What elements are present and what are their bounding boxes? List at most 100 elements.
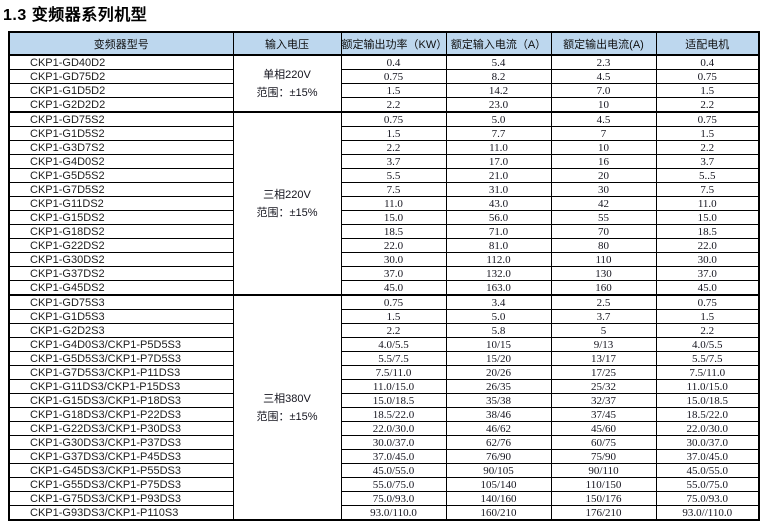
motor-cell: 11.0/15.0: [655, 379, 760, 394]
table-row: CKP1-G2D2S3 2.2 5.8 5 2.2: [8, 323, 760, 338]
output-power-cell: 15.0/18.5: [340, 393, 447, 408]
output-current-cell: 10: [550, 97, 657, 113]
output-power-cell: 4.0/5.5: [340, 337, 447, 352]
output-current-cell: 110: [550, 252, 657, 267]
table-row: CKP1-GD75S3 三相380V 范围：±15% 0.75 3.4 2.5 0.75: [8, 294, 760, 521]
header-input-current: 额定输入电流（A）: [445, 31, 552, 56]
output-current-cell: 9/13: [550, 337, 657, 352]
model-cell: CKP1-G5D5S2: [8, 168, 234, 183]
motor-cell: 15.0/18.5: [655, 393, 760, 408]
table-row: CKP1-G7D5S3/CKP1-P11DS3 7.5/11.0 20/26 17/2…: [8, 365, 760, 380]
output-current-cell: 160: [550, 280, 657, 296]
output-power-cell: 30.0: [340, 252, 447, 267]
motor-cell: 7.5/11.0: [655, 365, 760, 380]
model-cell: CKP1-G93DS3/CKP1-P110S3: [8, 505, 234, 521]
input-current-cell: 35/38: [445, 393, 552, 408]
header-model: 变频器型号: [8, 31, 234, 56]
motor-cell: 18.5/22.0: [655, 407, 760, 422]
motor-cell: 1.5: [655, 309, 760, 324]
input-current-cell: 5.0: [445, 309, 552, 324]
table-row: CKP1-G1D5S2 1.5 7.7 7 1.5: [8, 126, 760, 141]
output-current-cell: 4.5: [550, 111, 657, 127]
input-current-cell: 14.2: [445, 83, 552, 98]
table-row: CKP1-G2D2D2 2.2 23.0 10 2.2: [8, 97, 760, 113]
output-current-cell: 150/176: [550, 491, 657, 506]
output-power-cell: 11.0/15.0: [340, 379, 447, 394]
input-current-cell: 140/160: [445, 491, 552, 506]
motor-cell: 5.5/7.5: [655, 351, 760, 366]
input-current-cell: 20/26: [445, 365, 552, 380]
output-current-cell: 3.7: [550, 309, 657, 324]
output-power-cell: 22.0/30.0: [340, 421, 447, 436]
table-row: CKP1-G3D7S2 2.2 11.0 10 2.2: [8, 140, 760, 155]
output-power-cell: 0.75: [340, 111, 447, 127]
motor-cell: 2.2: [655, 97, 760, 113]
model-cell: CKP1-G15DS3/CKP1-P18DS3: [8, 393, 234, 408]
input-current-cell: 21.0: [445, 168, 552, 183]
motor-cell: 0.75: [655, 111, 760, 127]
motor-cell: 5..5: [655, 168, 760, 183]
model-cell: CKP1-G45DS2: [8, 280, 234, 296]
input-voltage-cell: 单相220V 范围：±15%: [232, 54, 342, 113]
model-cell: CKP1-G2D2D2: [8, 97, 234, 113]
voltage-range: 范围：±15%: [256, 86, 318, 99]
model-cell: CKP1-G1D5D2: [8, 83, 234, 98]
model-cell: CKP1-G37DS2: [8, 266, 234, 281]
input-current-cell: 81.0: [445, 238, 552, 253]
table-row: CKP1-G93DS3/CKP1-P110S3 93.0/110.0 160/210…: [8, 505, 760, 521]
model-cell: CKP1-G5D5S3/CKP1-P7D5S3: [8, 351, 234, 366]
model-cell: CKP1-G2D2S3: [8, 323, 234, 338]
output-current-cell: 20: [550, 168, 657, 183]
output-current-cell: 37/45: [550, 407, 657, 422]
output-current-cell: 90/110: [550, 463, 657, 478]
voltage-value: 三相380V: [263, 392, 311, 405]
output-current-cell: 4.5: [550, 69, 657, 84]
input-current-cell: 62/76: [445, 435, 552, 450]
output-power-cell: 45.0: [340, 280, 447, 296]
table-row: CKP1-G4D0S3/CKP1-P5D5S3 4.0/5.5 10/15 9/13 4…: [8, 337, 760, 352]
output-current-cell: 10: [550, 140, 657, 155]
table-row: CKP1-G37DS3/CKP1-P45DS3 37.0/45.0 76/90 75/…: [8, 449, 760, 464]
table-row: CKP1-G30DS3/CKP1-P37DS3 30.0/37.0 62/76 60/…: [8, 435, 760, 450]
output-power-cell: 55.0/75.0: [340, 477, 447, 492]
output-power-cell: 2.2: [340, 323, 447, 338]
table-row: CKP1-G5D5S3/CKP1-P7D5S3 5.5/7.5 15/20 13/17…: [8, 351, 760, 366]
voltage-range: 范围：±15%: [256, 410, 318, 423]
input-current-cell: 46/62: [445, 421, 552, 436]
model-cell: CKP1-G22DS2: [8, 238, 234, 253]
model-cell: CKP1-G22DS3/CKP1-P30DS3: [8, 421, 234, 436]
model-cell: CKP1-G7D5S2: [8, 182, 234, 197]
input-current-cell: 7.7: [445, 126, 552, 141]
table-row: CKP1-G15DS3/CKP1-P18DS3 15.0/18.5 35/38 32/…: [8, 393, 760, 408]
output-power-cell: 1.5: [340, 83, 447, 98]
output-current-cell: 42: [550, 196, 657, 211]
output-current-cell: 7.0: [550, 83, 657, 98]
section-title: 1.3 变频器系列机型: [3, 7, 148, 24]
motor-cell: 0.75: [655, 294, 760, 310]
table-row: CKP1-G7D5S2 7.5 31.0 30 7.5: [8, 182, 760, 197]
model-cell: CKP1-G11DS3/CKP1-P15DS3: [8, 379, 234, 394]
input-current-cell: 56.0: [445, 210, 552, 225]
output-power-cell: 3.7: [340, 154, 447, 169]
header-motor: 适配电机: [655, 31, 760, 56]
table-row: CKP1-G55DS3/CKP1-P75DS3 55.0/75.0 105/140 1…: [8, 477, 760, 492]
output-power-cell: 22.0: [340, 238, 447, 253]
input-current-cell: 38/46: [445, 407, 552, 422]
motor-cell: 22.0/30.0: [655, 421, 760, 436]
output-current-cell: 17/25: [550, 365, 657, 380]
motor-cell: 4.0/5.5: [655, 337, 760, 352]
inverter-spec-table: 变频器型号 输入电压 额定输出功率（KW） 额定输入电流（A） 额定输出电流(A…: [8, 31, 760, 521]
output-power-cell: 2.2: [340, 97, 447, 113]
header-input-voltage: 输入电压: [232, 31, 342, 56]
table-row: CKP1-G5D5S2 5.5 21.0 20 5..5: [8, 168, 760, 183]
motor-cell: 1.5: [655, 126, 760, 141]
table-header: 变频器型号 输入电压 额定输出功率（KW） 额定输入电流（A） 额定输出电流(A…: [8, 31, 760, 56]
table-row: CKP1-G1D5S3 1.5 5.0 3.7 1.5: [8, 309, 760, 324]
motor-cell: 45.0: [655, 280, 760, 296]
input-current-cell: 43.0: [445, 196, 552, 211]
motor-cell: 7.5: [655, 182, 760, 197]
output-power-cell: 1.5: [340, 126, 447, 141]
input-current-cell: 23.0: [445, 97, 552, 113]
output-current-cell: 75/90: [550, 449, 657, 464]
input-current-cell: 10/15: [445, 337, 552, 352]
